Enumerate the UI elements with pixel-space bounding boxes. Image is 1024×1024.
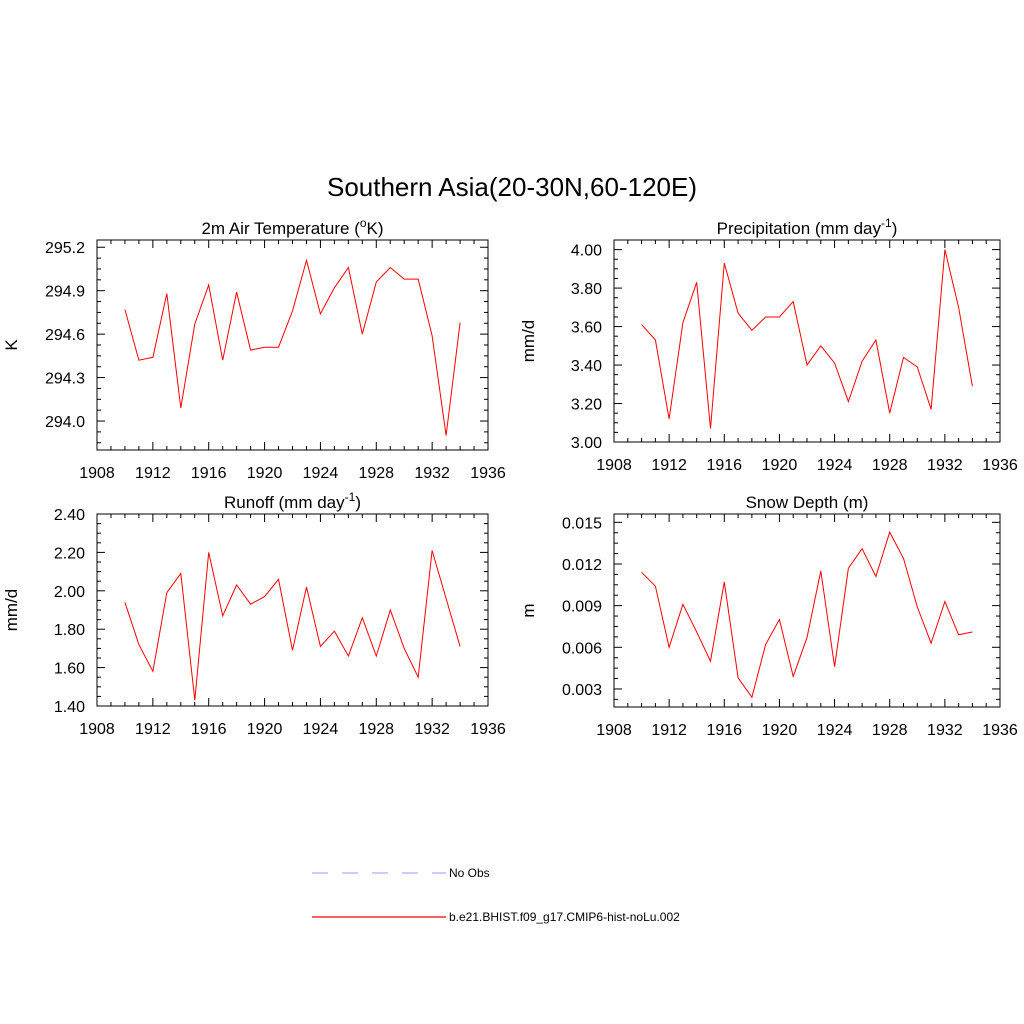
x-tick-label: 1908 xyxy=(596,457,632,474)
x-tick-label: 1928 xyxy=(872,457,908,474)
y-tick-label: 3.00 xyxy=(571,435,602,452)
legend-label: No Obs xyxy=(449,866,490,880)
y-tick-label: 0.006 xyxy=(562,640,602,657)
legend-entry: b.e21.BHIST.f09_g17.CMIP6-hist-noLu.002 xyxy=(312,910,680,924)
x-tick-label: 1932 xyxy=(927,722,963,739)
y-tick-label: 1.80 xyxy=(54,622,85,639)
plot-frame xyxy=(96,513,489,707)
legend-label: b.e21.BHIST.f09_g17.CMIP6-hist-noLu.002 xyxy=(449,910,680,924)
x-tick-label: 1924 xyxy=(817,457,853,474)
x-tick-label: 1916 xyxy=(191,721,227,738)
y-axis-label: mm/d xyxy=(519,320,538,363)
x-tick-label: 1936 xyxy=(982,722,1018,739)
y-tick-label: 3.60 xyxy=(571,320,602,337)
x-tick-label: 1908 xyxy=(79,465,115,482)
panel-title: Precipitation (mm day-1) xyxy=(717,216,898,238)
y-tick-label: 2.20 xyxy=(54,545,85,562)
y-tick-label: 4.00 xyxy=(571,243,602,260)
panel-title: 2m Air Temperature (oK) xyxy=(201,216,383,238)
x-tick-label: 1908 xyxy=(596,722,632,739)
y-tick-label: 294.3 xyxy=(45,371,85,388)
y-axis-label: K xyxy=(2,339,21,351)
x-tick-label: 1928 xyxy=(872,722,908,739)
panel-precipitation: Precipitation (mm day-1) 1908 1912 1916 1920… xyxy=(519,216,1018,474)
y-tick-label: 2.00 xyxy=(54,584,85,601)
legend-entry: No Obs xyxy=(312,866,490,880)
y-tick-label: 294.0 xyxy=(45,414,85,431)
panel-title: Runoff (mm day-1) xyxy=(224,490,361,512)
y-axis-label: mm/d xyxy=(2,589,21,632)
y-tick-label: 3.20 xyxy=(571,397,602,414)
x-tick-label: 1916 xyxy=(706,722,742,739)
legend: No Obs b.e21.BHIST.f09_g17.CMIP6-hist-noL… xyxy=(312,866,680,924)
x-tick-label: 1924 xyxy=(303,465,339,482)
y-tick-label: 2.40 xyxy=(54,507,85,524)
x-tick-label: 1916 xyxy=(706,457,742,474)
x-tick-label: 1920 xyxy=(762,457,798,474)
x-tick-label: 1920 xyxy=(247,721,283,738)
x-tick-label: 1936 xyxy=(470,721,506,738)
x-tick-label: 1936 xyxy=(982,457,1018,474)
y-tick-label: 0.009 xyxy=(562,599,602,616)
series-line xyxy=(641,530,973,699)
x-tick-label: 1928 xyxy=(358,465,394,482)
y-tick-label: 3.40 xyxy=(571,358,602,375)
x-tick-label: 1912 xyxy=(135,721,171,738)
plot-frame xyxy=(613,239,1001,443)
x-tick-label: 1932 xyxy=(414,721,450,738)
y-tick-label: 1.40 xyxy=(54,699,85,716)
x-tick-label: 1912 xyxy=(651,722,687,739)
x-tick-label: 1928 xyxy=(358,721,394,738)
x-tick-label: 1936 xyxy=(470,465,506,482)
y-tick-label: 0.012 xyxy=(562,557,602,574)
y-tick-label: 1.60 xyxy=(54,661,85,678)
x-tick-label: 1912 xyxy=(651,457,687,474)
y-axis-label: m xyxy=(519,603,538,617)
y-tick-label: 0.015 xyxy=(562,515,602,532)
series-line xyxy=(124,550,461,701)
x-tick-label: 1924 xyxy=(303,721,339,738)
y-tick-label: 295.2 xyxy=(45,240,85,257)
panel-temperature: 2m Air Temperature (oK) 1908 1912 1916 1920 1… xyxy=(2,216,506,482)
x-tick-label: 1924 xyxy=(817,722,853,739)
y-tick-label: 0.003 xyxy=(562,682,602,699)
x-tick-label: 1932 xyxy=(414,465,450,482)
series-line xyxy=(641,249,973,429)
x-tick-label: 1920 xyxy=(762,722,798,739)
x-tick-label: 1920 xyxy=(247,465,283,482)
x-tick-label: 1912 xyxy=(135,465,171,482)
y-tick-label: 294.6 xyxy=(45,327,85,344)
x-tick-label: 1932 xyxy=(927,457,963,474)
x-tick-label: 1916 xyxy=(191,465,227,482)
figure-title: Southern Asia(20-30N,60-120E) xyxy=(327,172,697,202)
panel-runoff: Runoff (mm day-1) 1908 1912 1916 1920 1924 192… xyxy=(2,490,506,738)
x-tick-label: 1908 xyxy=(79,721,115,738)
panel-snow-depth: Snow Depth (m) 1908 1912 1916 1920 1924 1928 19… xyxy=(519,493,1018,739)
y-tick-label: 3.80 xyxy=(571,281,602,298)
series-line xyxy=(124,258,461,436)
panel-title: Snow Depth (m) xyxy=(746,493,869,512)
y-tick-label: 294.9 xyxy=(45,284,85,301)
